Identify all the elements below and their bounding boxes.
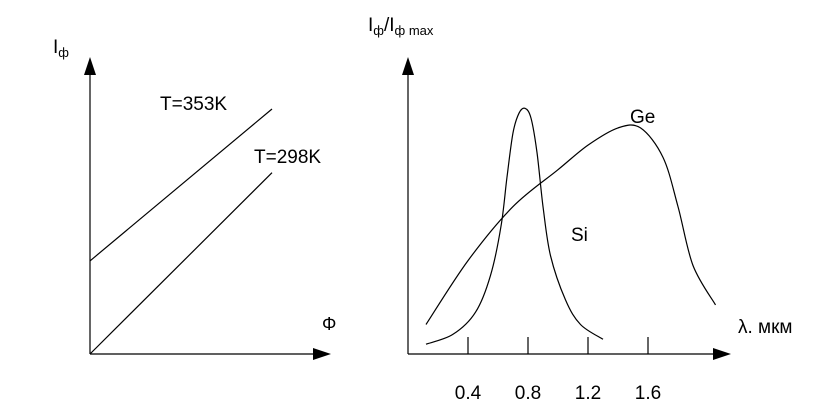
left-series-line-0 [89,108,273,262]
right-series-curve-0 [425,107,604,345]
left-chart: Iф Φ T=353K T=298K [53,37,336,360]
right-series-curve-1 [425,124,717,325]
series-label-t353: T=353K [160,94,227,115]
right-x-axis-arrow [713,348,731,360]
x-tick-label: 0.8 [515,383,541,404]
left-y-axis-arrow [84,57,96,75]
series-label-ge: Ge [630,107,655,128]
series-label-si: Si [571,225,588,246]
x-tick-label: 0.4 [455,383,482,404]
x-tick-label: 1.6 [635,383,661,404]
series-label-t298: T=298K [254,147,321,168]
right-y-axis-label: Iф/Iф max [368,15,434,38]
left-x-axis-arrow [313,348,331,360]
left-series-line-1 [89,172,273,355]
left-y-axis-label: Iф [53,37,69,60]
right-chart: Iф/Iф max λ. мкм 0.4 0.8 1.2 1.6 Si Ge [368,15,793,404]
x-tick-label: 1.2 [575,383,601,404]
left-x-axis-label: Φ [322,314,336,334]
right-x-axis-label: λ. мкм [738,317,793,338]
right-y-axis-arrow [402,57,414,75]
